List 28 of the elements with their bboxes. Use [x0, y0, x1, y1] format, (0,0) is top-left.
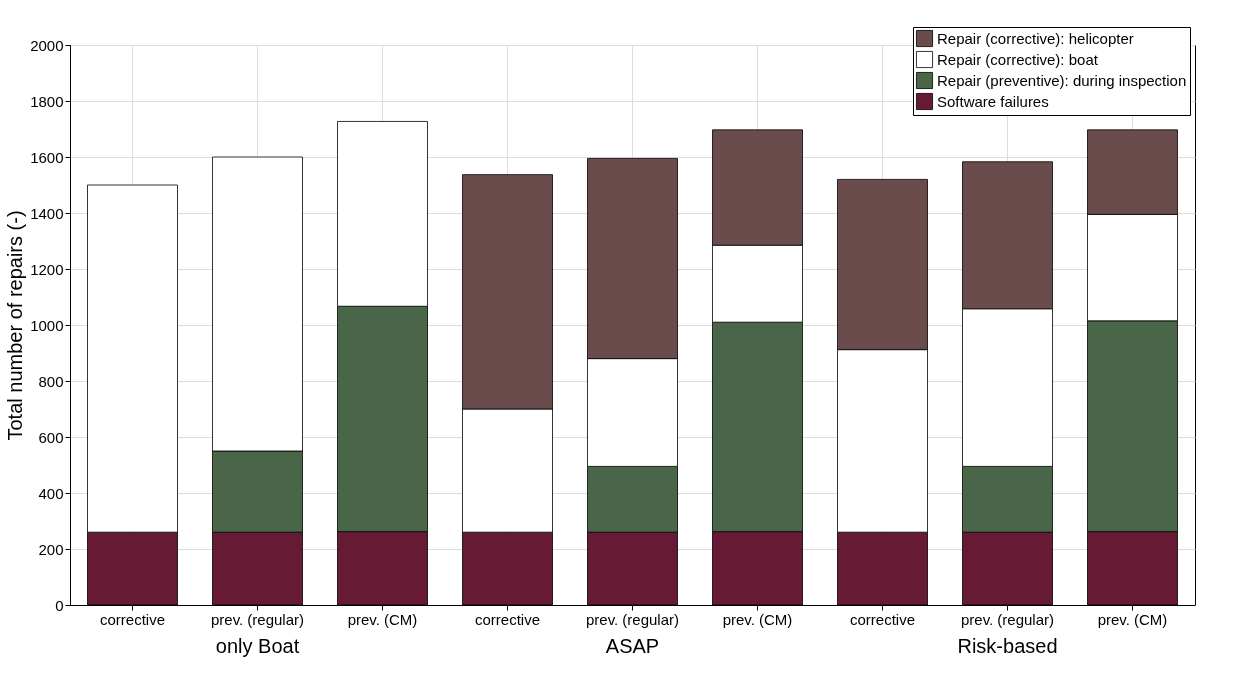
- y-tick-label: 400: [38, 484, 64, 502]
- y-tick-label: 2000: [30, 36, 64, 54]
- text: Risk-based: [957, 635, 1058, 657]
- y-tick-label: 600: [38, 428, 64, 446]
- y-tick-label: 1600: [30, 148, 64, 166]
- legend-label: Software failures: [937, 92, 1049, 110]
- y-axis-title: Total number of repairs (-): [4, 210, 27, 441]
- x-tick-label: corrective: [99, 610, 166, 628]
- y-tick-label: 1200: [30, 260, 64, 278]
- y-tick-label: 0: [55, 596, 64, 614]
- legend-label: Repair (preventive): during inspection: [937, 71, 1187, 89]
- y-tick-label: 1400: [30, 204, 64, 222]
- x-tick-label: prev. (regular): [585, 610, 680, 628]
- text: only Boat: [215, 635, 300, 657]
- x-tick-label: corrective: [474, 610, 541, 628]
- x-tick-label: prev. (CM): [1097, 610, 1168, 628]
- y-tick-label: 1800: [30, 92, 64, 110]
- y-tick-label: 200: [38, 540, 64, 558]
- y-tick-label: 800: [38, 372, 64, 390]
- text: ASAP: [605, 635, 660, 657]
- x-tick-label: prev. (CM): [347, 610, 418, 628]
- y-tick-label: 1000: [30, 316, 64, 334]
- x-tick-label: prev. (regular): [210, 610, 305, 628]
- legend-label: Repair (corrective): boat: [937, 50, 1099, 68]
- x-tick-label: prev. (regular): [960, 610, 1055, 628]
- x-tick-label: corrective: [849, 610, 916, 628]
- x-tick-label: prev. (CM): [722, 610, 793, 628]
- legend-label: Repair (corrective): helicopter: [937, 29, 1134, 47]
